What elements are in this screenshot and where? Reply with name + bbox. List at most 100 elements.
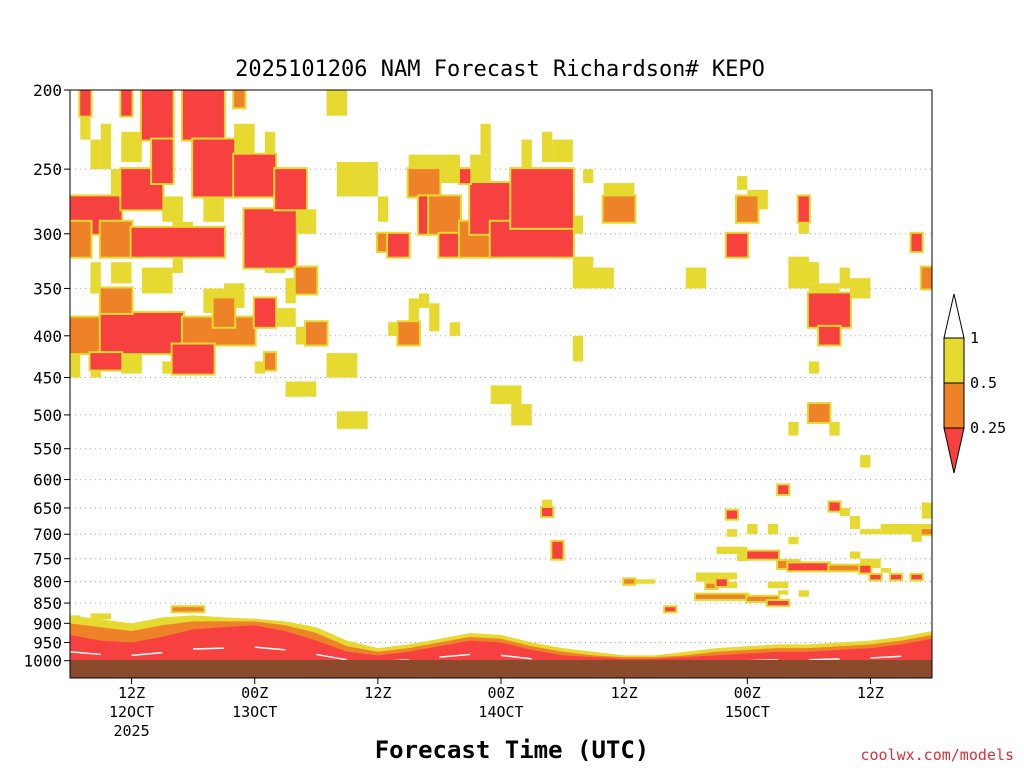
cell-yellow-50 [583,169,594,184]
cell-r-59 [870,574,881,580]
cell-yellow-13 [336,161,358,197]
x-tick-label-0-line2: 12OCT [109,703,154,721]
cell-o-23 [100,288,132,313]
cell-yellow-80 [737,553,748,562]
y-tick-label-900: 900 [33,614,62,633]
y-tick-label-250: 250 [33,160,62,179]
cell-yellow-51 [490,385,522,405]
cell-yellow-48 [593,267,614,289]
cell-yellow-44 [521,139,532,170]
y-tick-label-650: 650 [33,499,62,518]
y-tick-label-700: 700 [33,525,62,544]
cell-o-68 [172,607,204,612]
cell-yellow-55 [737,176,748,190]
cell-yellow-38 [449,322,460,336]
cell-o-25 [306,322,327,345]
plot-area [69,89,933,679]
x-tick-label-1-line1: 00Z [241,684,268,702]
cell-r-27 [418,196,430,234]
cell-yellow-43 [542,131,553,162]
y-tick-label-1000: 1000 [23,652,62,671]
y-axis-ticks: 200 250 300 350 400 450 500 550 600 650 700 750 800 8… [23,81,70,671]
cell-r-48 [542,507,553,517]
y-tick-label-450: 450 [33,369,62,388]
cell-r-61 [911,574,922,580]
cell-yellow-64 [788,421,799,436]
y-tick-label-200: 200 [33,81,62,100]
y-tick-label-550: 550 [33,440,62,459]
boundary-layer-streak-6 [254,646,286,651]
cell-yellow-78 [911,534,922,542]
cell-o-3 [100,221,132,257]
cell-o-37 [398,322,419,345]
heatmap-cells [70,90,932,614]
cell-o-15 [295,267,317,294]
cell-yellow-17 [111,262,132,284]
cell-yellow-11 [295,209,317,234]
cell-r-42 [808,293,850,327]
cell-o-24 [264,353,276,370]
cell-r-66 [665,607,676,612]
boundary-layer-streak-8 [316,653,348,661]
cell-yellow-81 [849,551,861,559]
cell-yellow-52 [511,404,532,426]
cell-r-7 [141,90,173,140]
cell-r-10 [193,139,235,197]
cell-yellow-18 [141,267,173,294]
cell-yellow-62 [849,278,871,299]
cell-yellow-42 [480,123,491,155]
cell-o-12 [234,90,245,108]
chart-title: 2025101206 NAM Forecast Richardson# KEPO [235,57,765,82]
cell-yellow-35 [408,298,419,323]
y-tick-label-300: 300 [33,225,62,244]
cell-yellow-12 [326,90,348,116]
boundary-layer-streak-2 [131,651,163,657]
legend-label-1: 1 [970,329,979,347]
cell-yellow-73 [849,516,861,530]
cell-yellow-82 [860,558,881,569]
cell-yellow-75 [880,523,912,535]
cell-yellow-46 [572,215,584,234]
cell-yellow-70 [767,523,779,535]
cell-r-17 [100,312,183,354]
cell-yellow-77 [921,502,932,519]
x-tick-label-6-line1: 12Z [857,684,884,702]
y-tick-label-950: 950 [33,634,62,653]
cell-yellow-30 [254,361,265,374]
boundary-layer [69,615,932,672]
legend-swatch-top [943,293,965,339]
cell-yellow-66 [860,455,871,468]
cell-yellow-69 [747,523,758,535]
cell-yellow-63 [808,361,820,374]
cell-r-9 [182,90,224,140]
y-tick-label-350: 350 [33,279,62,298]
cell-r-20 [172,344,214,374]
cell-yellow-36 [418,293,430,309]
cell-yellow-33 [336,411,368,429]
cell-r-35 [388,233,409,257]
cell-yellow-9 [264,131,276,155]
cell-r-50 [778,485,789,495]
y-tick-label-850: 850 [33,594,62,613]
cell-yellow-2 [100,123,112,170]
y-tick-label-750: 750 [33,550,62,569]
cell-yellow-71 [788,536,799,545]
x-tick-label-2-line1: 12Z [364,684,391,702]
cell-yellow-45 [552,139,573,162]
cell-yellow-61 [839,267,850,289]
cell-o-62 [695,594,748,599]
boundary-layer-red [70,625,932,672]
cell-yellow-47 [572,256,594,289]
cell-o-38 [603,196,635,222]
x-tick-label-3-line2: 14OCT [478,703,523,721]
y-tick-label-800: 800 [33,573,62,592]
cell-yellow-79 [716,546,748,554]
cell-yellow-31 [285,381,317,397]
cell-r-36 [459,169,471,184]
cell-yellow-49 [572,335,584,362]
cell-o-63 [747,596,779,601]
ground-surface [70,660,932,678]
x-axis-label: Forecast Time (UTC) [375,736,650,764]
cell-r-69 [716,579,727,586]
